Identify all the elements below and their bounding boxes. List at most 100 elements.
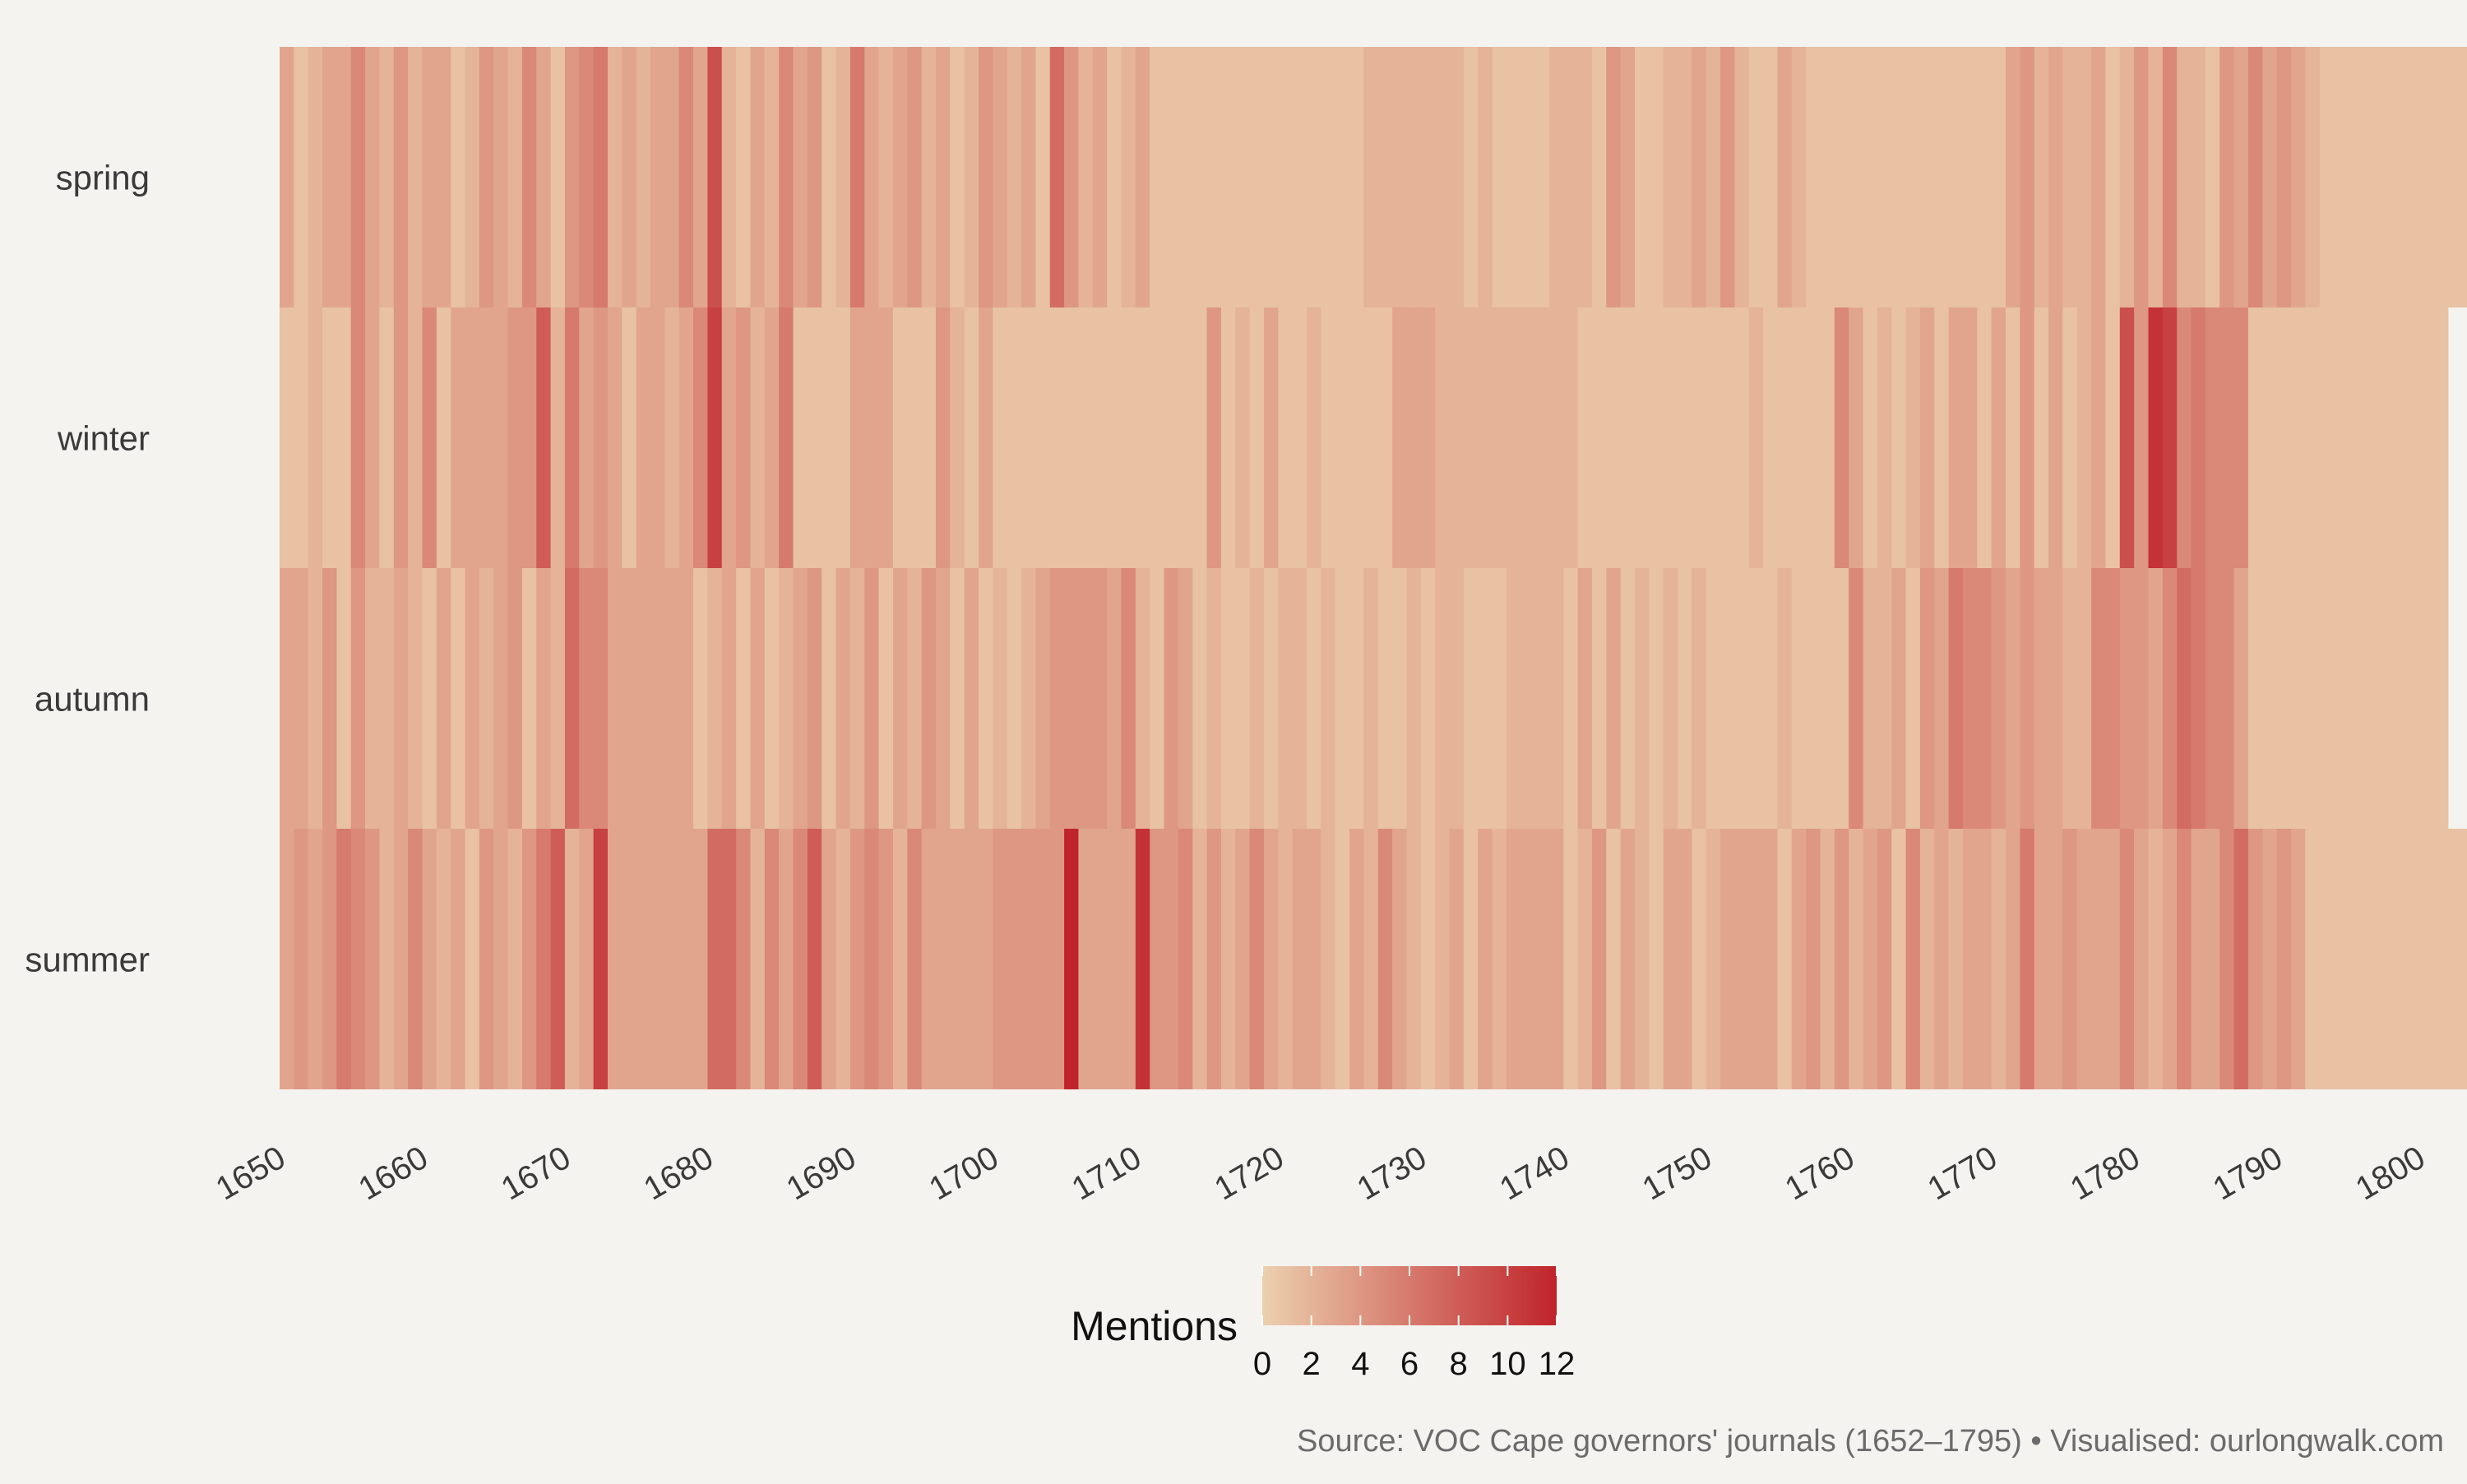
heatmap-cell bbox=[1178, 568, 1193, 829]
heatmap-cell bbox=[536, 307, 552, 568]
heatmap-cell bbox=[1791, 829, 1807, 1089]
heatmap-cell bbox=[2020, 829, 2035, 1089]
heatmap-cell bbox=[1121, 47, 1136, 307]
heatmap-cell bbox=[1763, 47, 1779, 307]
heatmap-cell bbox=[1192, 307, 1208, 568]
heatmap-cell bbox=[550, 307, 566, 568]
heatmap-cell bbox=[1420, 568, 1436, 829]
heatmap-cell bbox=[2362, 47, 2377, 307]
heatmap-cell bbox=[1991, 568, 2006, 829]
heatmap-cell bbox=[507, 568, 523, 829]
heatmap-cell bbox=[750, 307, 766, 568]
heatmap-cell bbox=[964, 829, 979, 1089]
heatmap-cell bbox=[1734, 47, 1750, 307]
heatmap-row-summer bbox=[280, 829, 2467, 1089]
heatmap-cell bbox=[1563, 568, 1579, 829]
heatmap-cell bbox=[764, 568, 780, 829]
heatmap-cell bbox=[1220, 829, 1236, 1089]
heatmap-cell bbox=[1506, 568, 1521, 829]
heatmap-cell bbox=[2334, 568, 2349, 829]
heatmap-cell bbox=[2062, 47, 2078, 307]
heatmap-cell bbox=[1663, 307, 1678, 568]
heatmap-cell bbox=[1548, 568, 1564, 829]
heatmap-cell bbox=[2305, 568, 2321, 829]
heatmap-cell bbox=[1591, 307, 1607, 568]
heatmap-cell bbox=[521, 47, 537, 307]
heatmap-cell bbox=[1863, 47, 1878, 307]
heatmap-cell bbox=[322, 568, 337, 829]
heatmap-cell bbox=[2119, 307, 2135, 568]
x-tick-label: 1700 bbox=[923, 1140, 1005, 1208]
heatmap-cell bbox=[849, 47, 865, 307]
heatmap-cell bbox=[1834, 47, 1849, 307]
heatmap-cell bbox=[1135, 829, 1150, 1089]
heatmap-cell bbox=[1092, 307, 1108, 568]
heatmap-cell bbox=[878, 307, 894, 568]
heatmap-cell bbox=[707, 568, 723, 829]
heatmap-cell bbox=[1092, 829, 1108, 1089]
heatmap-cell bbox=[2134, 568, 2150, 829]
heatmap-cell bbox=[964, 47, 979, 307]
heatmap-cell bbox=[1078, 47, 1094, 307]
heatmap-cell bbox=[950, 568, 965, 829]
heatmap-cell bbox=[2091, 47, 2107, 307]
heatmap-cell bbox=[1534, 829, 1550, 1089]
heatmap-cell bbox=[2247, 307, 2263, 568]
heatmap-cell bbox=[607, 307, 623, 568]
heatmap-cell bbox=[807, 829, 822, 1089]
heatmap-cell bbox=[436, 829, 451, 1089]
heatmap-cell bbox=[2076, 829, 2092, 1089]
heatmap-cell bbox=[693, 829, 709, 1089]
heatmap-cell bbox=[2433, 307, 2449, 568]
heatmap-cell bbox=[1563, 47, 1579, 307]
heatmap-cell bbox=[2462, 47, 2467, 307]
heatmap-cell bbox=[1506, 829, 1521, 1089]
heatmap-cell bbox=[807, 307, 822, 568]
heatmap-cell bbox=[1520, 47, 1536, 307]
row-label-autumn: autumn bbox=[35, 680, 150, 719]
heatmap-cell bbox=[1392, 47, 1408, 307]
heatmap-cell bbox=[1863, 568, 1878, 829]
heatmap-cell bbox=[2362, 307, 2377, 568]
heatmap-cell bbox=[1220, 307, 1236, 568]
heatmap-cell bbox=[436, 307, 451, 568]
heatmap-cell bbox=[1435, 829, 1451, 1089]
heatmap-cell bbox=[1734, 829, 1750, 1089]
heatmap-cell bbox=[1335, 47, 1350, 307]
heatmap-cell bbox=[1763, 307, 1779, 568]
heatmap-cell bbox=[280, 47, 294, 307]
heatmap-cell bbox=[2391, 307, 2406, 568]
heatmap-cell bbox=[2148, 47, 2164, 307]
heatmap-cell bbox=[1620, 47, 1636, 307]
heatmap-cell bbox=[564, 829, 580, 1089]
plot-panel bbox=[280, 47, 2467, 1089]
heatmap-cell bbox=[2006, 829, 2020, 1089]
heatmap-cell bbox=[1649, 829, 1664, 1089]
heatmap-cell bbox=[2020, 47, 2035, 307]
heatmap-cell bbox=[294, 47, 309, 307]
heatmap-cell bbox=[1891, 829, 1907, 1089]
heatmap-cell bbox=[422, 47, 437, 307]
heatmap-cell bbox=[2219, 829, 2235, 1089]
heatmap-cell bbox=[593, 47, 609, 307]
heatmap-cell bbox=[2433, 47, 2449, 307]
heatmap-cell bbox=[579, 307, 595, 568]
heatmap-cell bbox=[1948, 568, 1964, 829]
heatmap-cell bbox=[1849, 829, 1864, 1089]
x-tick-label: 1790 bbox=[2207, 1140, 2289, 1208]
heatmap-cell bbox=[1620, 307, 1636, 568]
heatmap-cell bbox=[1049, 47, 1065, 307]
heatmap-cell bbox=[1919, 47, 1935, 307]
heatmap-cell bbox=[750, 568, 766, 829]
heatmap-cell bbox=[2006, 307, 2020, 568]
heatmap-cell bbox=[636, 307, 651, 568]
heatmap-cell bbox=[1748, 47, 1764, 307]
heatmap-cell bbox=[849, 307, 865, 568]
heatmap-cell bbox=[2276, 568, 2292, 829]
heatmap-cell bbox=[1563, 307, 1579, 568]
heatmap-cell bbox=[2205, 568, 2220, 829]
heatmap-cell bbox=[1064, 307, 1080, 568]
heatmap-cell bbox=[907, 829, 923, 1089]
heatmap-cell bbox=[1078, 568, 1094, 829]
heatmap-cell bbox=[1620, 829, 1636, 1089]
